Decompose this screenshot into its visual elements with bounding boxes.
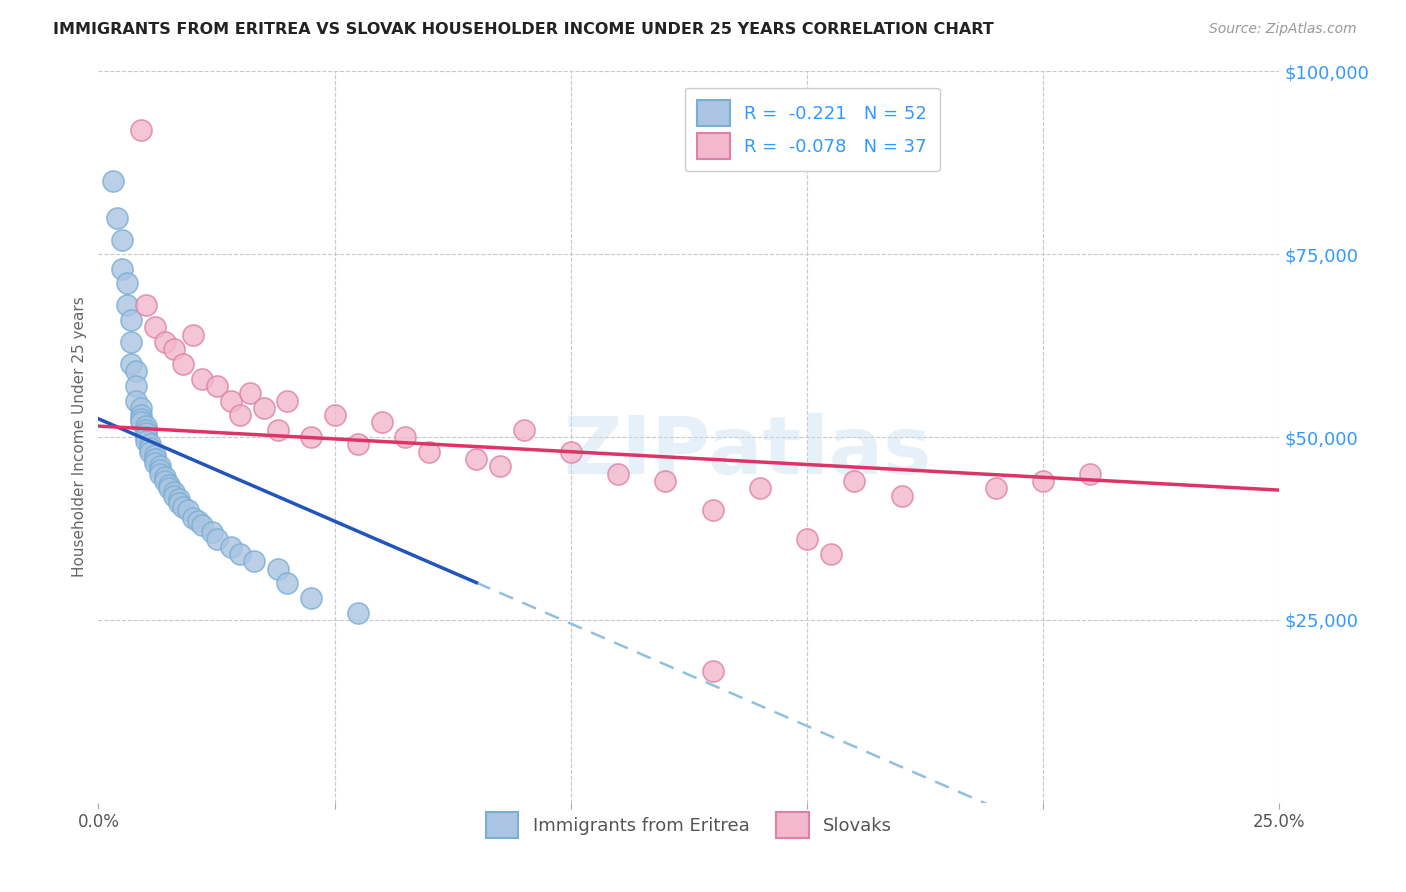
Point xyxy=(143,452,166,467)
Point xyxy=(177,503,200,517)
Point xyxy=(172,500,194,514)
Point xyxy=(167,492,190,507)
Point xyxy=(149,463,172,477)
Point xyxy=(796,533,818,547)
Point xyxy=(139,437,162,451)
Point xyxy=(125,364,148,378)
Point xyxy=(172,357,194,371)
Point xyxy=(143,456,166,470)
Point xyxy=(205,533,228,547)
Point xyxy=(181,327,204,342)
Point xyxy=(149,467,172,481)
Point xyxy=(149,459,172,474)
Point xyxy=(163,489,186,503)
Point xyxy=(239,386,262,401)
Point xyxy=(267,562,290,576)
Point xyxy=(201,525,224,540)
Point xyxy=(135,426,157,441)
Point xyxy=(418,444,440,458)
Point xyxy=(115,277,138,291)
Point xyxy=(125,393,148,408)
Point xyxy=(157,481,180,495)
Point xyxy=(219,540,242,554)
Point xyxy=(129,416,152,430)
Point xyxy=(135,430,157,444)
Text: IMMIGRANTS FROM ERITREA VS SLOVAK HOUSEHOLDER INCOME UNDER 25 YEARS CORRELATION : IMMIGRANTS FROM ERITREA VS SLOVAK HOUSEH… xyxy=(53,22,994,37)
Point xyxy=(984,481,1007,495)
Point xyxy=(229,408,252,422)
Point xyxy=(394,430,416,444)
Legend: Immigrants from Eritrea, Slovaks: Immigrants from Eritrea, Slovaks xyxy=(478,805,900,845)
Point xyxy=(347,437,370,451)
Point xyxy=(129,411,152,425)
Y-axis label: Householder Income Under 25 years: Householder Income Under 25 years xyxy=(72,297,87,577)
Point xyxy=(125,379,148,393)
Point xyxy=(323,408,346,422)
Point xyxy=(243,554,266,568)
Point xyxy=(748,481,770,495)
Point xyxy=(702,664,724,678)
Point xyxy=(157,477,180,491)
Point xyxy=(153,470,176,484)
Point xyxy=(121,357,143,371)
Point xyxy=(267,423,290,437)
Point xyxy=(153,334,176,349)
Point xyxy=(191,517,214,532)
Point xyxy=(111,261,134,276)
Point xyxy=(347,606,370,620)
Point xyxy=(143,448,166,462)
Point xyxy=(163,343,186,357)
Point xyxy=(820,547,842,561)
Point xyxy=(371,416,394,430)
Point xyxy=(299,591,322,605)
Point xyxy=(512,423,534,437)
Point xyxy=(111,233,134,247)
Point xyxy=(101,174,124,188)
Point xyxy=(253,401,276,415)
Point xyxy=(139,444,162,458)
Point xyxy=(299,430,322,444)
Point xyxy=(219,393,242,408)
Point xyxy=(135,423,157,437)
Point xyxy=(129,123,152,137)
Point xyxy=(276,576,298,591)
Point xyxy=(153,474,176,488)
Text: ZIPatlas: ZIPatlas xyxy=(564,413,932,491)
Point xyxy=(121,313,143,327)
Point xyxy=(135,298,157,312)
Point xyxy=(167,496,190,510)
Point xyxy=(702,503,724,517)
Point xyxy=(163,484,186,499)
Point xyxy=(1080,467,1102,481)
Point xyxy=(205,379,228,393)
Point xyxy=(121,334,143,349)
Point xyxy=(139,441,162,455)
Point xyxy=(560,444,582,458)
Point xyxy=(654,474,676,488)
Point xyxy=(229,547,252,561)
Point xyxy=(890,489,912,503)
Point xyxy=(105,211,128,225)
Point xyxy=(135,419,157,434)
Point xyxy=(844,474,866,488)
Point xyxy=(135,434,157,448)
Point xyxy=(143,320,166,334)
Point xyxy=(607,467,630,481)
Point xyxy=(181,510,204,524)
Point xyxy=(489,459,512,474)
Point xyxy=(187,514,209,528)
Point xyxy=(465,452,488,467)
Point xyxy=(129,401,152,415)
Point xyxy=(191,371,214,385)
Point xyxy=(115,298,138,312)
Point xyxy=(129,408,152,422)
Text: Source: ZipAtlas.com: Source: ZipAtlas.com xyxy=(1209,22,1357,37)
Point xyxy=(276,393,298,408)
Point xyxy=(1032,474,1054,488)
